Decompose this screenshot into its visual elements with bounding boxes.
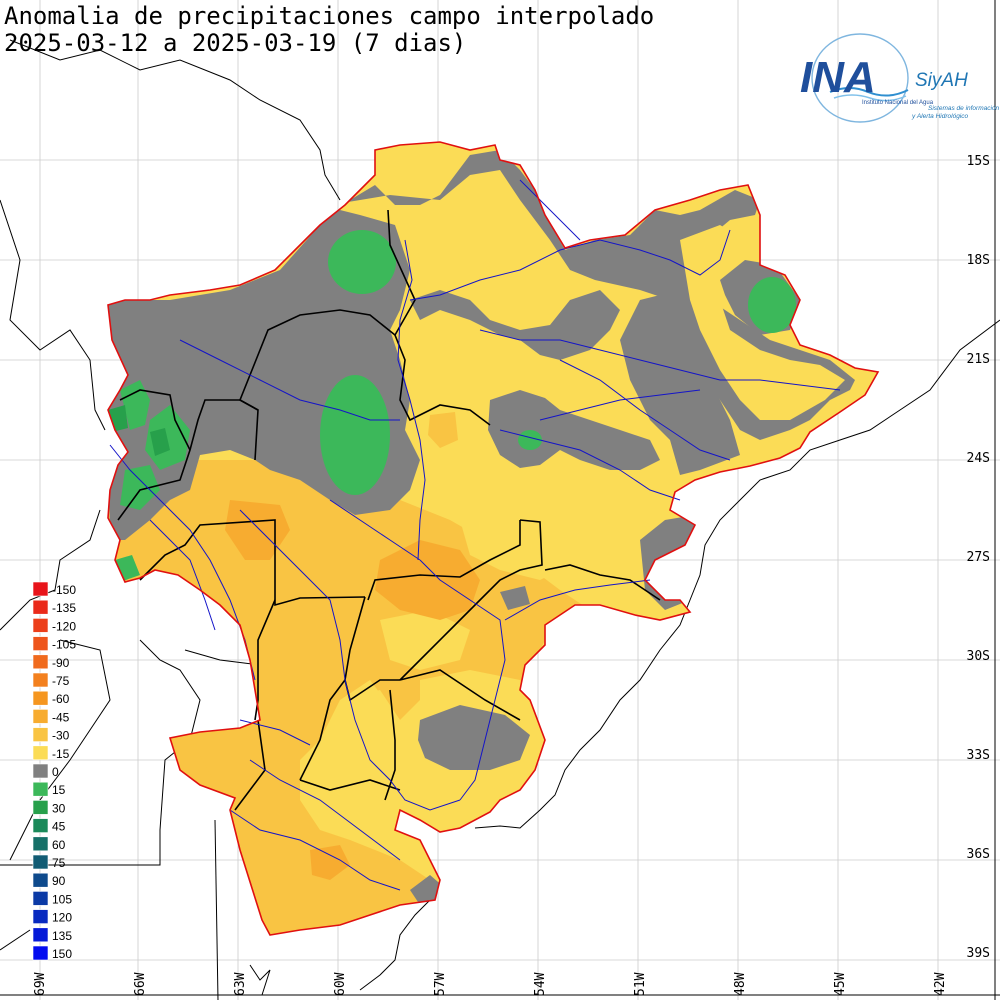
longitude-label: 63W bbox=[233, 972, 248, 996]
color-legend: -150-135-120-105-90-75-60-45-30-15015304… bbox=[32, 581, 76, 961]
latitude-label: 18S bbox=[967, 253, 990, 268]
legend-label: 120 bbox=[52, 911, 72, 925]
longitude-label: 48W bbox=[733, 972, 748, 996]
legend-swatch bbox=[32, 854, 49, 870]
legend-label: 150 bbox=[52, 947, 72, 961]
legend-label: -150 bbox=[52, 583, 76, 597]
legend-label: 15 bbox=[52, 783, 66, 797]
legend-label: 0 bbox=[52, 765, 59, 779]
longitude-label: 66W bbox=[133, 972, 148, 996]
latitude-label: 27S bbox=[967, 550, 990, 565]
legend-label: -90 bbox=[52, 656, 70, 670]
longitude-label: 69W bbox=[33, 972, 48, 996]
anomaly-band-plus-15 bbox=[328, 230, 396, 294]
latitude-labels: 15S 18S 21S 24S 27S 30S 33S 36S 39S bbox=[967, 154, 990, 961]
rivers bbox=[109, 179, 841, 891]
legend-label: 90 bbox=[52, 874, 66, 888]
legend-label: -105 bbox=[52, 638, 76, 652]
legend-swatch bbox=[32, 909, 49, 924]
latitude-label: 30S bbox=[967, 649, 990, 664]
ina-siyah-logo: INA SiyAH Instituto Nacional del Agua Si… bbox=[800, 33, 1000, 123]
title-line-2: 2025-03-12 a 2025-03-19 (7 dias) bbox=[4, 29, 466, 57]
longitude-label: 60W bbox=[333, 972, 348, 996]
legend-label: -75 bbox=[52, 674, 70, 688]
legend-swatch bbox=[32, 599, 49, 615]
legend-swatch bbox=[32, 745, 49, 761]
latitude-label: 36S bbox=[967, 847, 990, 862]
title-line-1: Anomalia de precipitaciones campo interp… bbox=[4, 2, 654, 30]
legend-label: -15 bbox=[52, 747, 70, 761]
latitude-label: 21S bbox=[967, 352, 990, 367]
legend-label: 135 bbox=[52, 929, 72, 943]
legend-label: 30 bbox=[52, 801, 66, 815]
legend-label: 75 bbox=[52, 856, 66, 870]
legend-label: -60 bbox=[52, 692, 70, 706]
logo-caption-line-1: Sistemas de información bbox=[928, 105, 1000, 112]
longitude-label: 57W bbox=[433, 972, 448, 996]
logo-caption-line-2: y Alerta Hidrológico bbox=[911, 113, 969, 120]
longitude-label: 54W bbox=[533, 972, 548, 996]
legend-swatch bbox=[32, 709, 49, 724]
anomaly-band-minus-45 bbox=[375, 540, 480, 620]
legend-swatch bbox=[32, 781, 49, 797]
legend-label: 45 bbox=[52, 820, 66, 834]
legend-label: -120 bbox=[52, 619, 76, 633]
map-title: Anomalia de precipitaciones campo interp… bbox=[4, 2, 654, 57]
legend-swatch bbox=[32, 818, 49, 833]
anomaly-band-zero-uruguay bbox=[418, 705, 530, 770]
anomaly-band-minus-15-south bbox=[340, 690, 400, 800]
legend-label: -45 bbox=[52, 710, 70, 724]
logo-tagline: Instituto Nacional del Agua bbox=[862, 100, 934, 106]
longitude-label: 51W bbox=[633, 972, 648, 996]
legend-label: -135 bbox=[52, 601, 76, 615]
legend-swatch bbox=[32, 727, 49, 742]
latitude-label: 39S bbox=[967, 946, 990, 961]
longitude-label: 45W bbox=[833, 972, 848, 996]
legend-label: 60 bbox=[52, 838, 66, 852]
legend-swatch bbox=[32, 672, 49, 688]
legend-swatch bbox=[32, 927, 49, 943]
latitude-label: 33S bbox=[967, 748, 990, 763]
legend-label: 105 bbox=[52, 892, 72, 906]
legend-swatch bbox=[32, 891, 49, 906]
legend-swatch bbox=[32, 763, 49, 779]
legend-swatch bbox=[32, 836, 49, 852]
logo-sub-text: SiyAH bbox=[915, 70, 968, 91]
legend-swatch bbox=[32, 636, 49, 651]
logo-wave-icon bbox=[829, 87, 909, 97]
logo-main-text: INA bbox=[800, 53, 876, 102]
legend-swatch bbox=[32, 872, 49, 888]
legend-swatch bbox=[32, 800, 49, 815]
longitude-label: 42W bbox=[933, 972, 948, 996]
legend-swatch bbox=[32, 690, 49, 706]
legend-swatch bbox=[32, 945, 49, 961]
legend-label: -30 bbox=[52, 729, 70, 743]
latitude-label: 24S bbox=[967, 451, 990, 466]
longitude-labels: 69W 66W 63W 60W 57W 54W 51W 48W 45W 42W bbox=[33, 972, 948, 996]
latitude-label: 15S bbox=[967, 154, 990, 169]
legend-swatch bbox=[32, 581, 49, 597]
legend-swatch bbox=[32, 654, 49, 670]
internal-borders bbox=[117, 209, 661, 811]
logo-ring bbox=[811, 33, 909, 123]
country-borders bbox=[0, 39, 1000, 1000]
legend-swatch bbox=[32, 618, 49, 633]
